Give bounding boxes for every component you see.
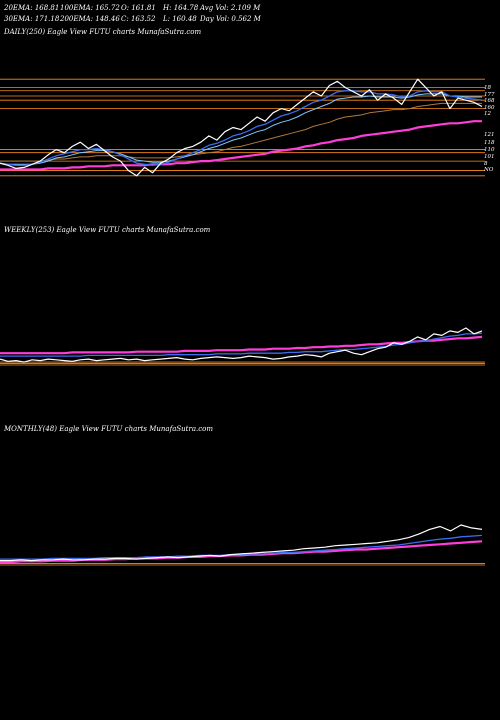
- ema100-line-0: [0, 102, 482, 162]
- price-line-1: [0, 327, 483, 363]
- ema20-readout: 20EMA: 168.81: [4, 4, 60, 12]
- day-vol-readout: Day Vol: 0.562 M: [200, 15, 261, 23]
- daily-right-label: 8: [484, 161, 488, 167]
- ema100-readout: 100EMA: 165.72: [60, 4, 120, 12]
- ema20-line-2: [0, 534, 483, 560]
- ema200-line-1: [0, 335, 483, 355]
- close-readout: C: 163.52: [121, 15, 156, 23]
- daily-right-label: 160: [484, 105, 495, 111]
- monthly-panel-title: MONTHLY(48) Eagle View FUTU charts Munaf…: [4, 425, 214, 433]
- ema30-line-0: [0, 93, 482, 165]
- price-line-2: [0, 524, 483, 562]
- daily-right-label: 110: [484, 147, 495, 153]
- open-readout: O: 161.81: [121, 4, 156, 12]
- daily-right-label: NO: [484, 167, 494, 173]
- weekly-panel-title: WEEKLY(253) Eagle View FUTU charts Munaf…: [4, 226, 211, 234]
- low-readout: L: 160.48: [163, 15, 197, 23]
- avg-vol-readout: Avg Vol: 2.109 M: [200, 4, 261, 12]
- daily-panel-title: DAILY(250) Eagle View FUTU charts Munafa…: [4, 28, 202, 36]
- daily-right-label: 101: [484, 154, 495, 160]
- ema200-readout: 200EMA: 148.46: [60, 15, 120, 23]
- ema20-line-0: [0, 90, 483, 166]
- price-line-0: [0, 78, 483, 177]
- ema200-line-0: [0, 120, 482, 171]
- daily-right-label: 177: [484, 92, 495, 98]
- high-readout: H: 164.78: [163, 4, 199, 12]
- daily-right-label: 168: [484, 98, 495, 104]
- daily-right-label: 12: [484, 111, 491, 117]
- daily-right-label: 121: [484, 132, 495, 138]
- ema30-readout: 30EMA: 171.18: [4, 15, 60, 23]
- daily-right-label: 18: [484, 85, 491, 91]
- daily-right-label: 118: [484, 140, 495, 146]
